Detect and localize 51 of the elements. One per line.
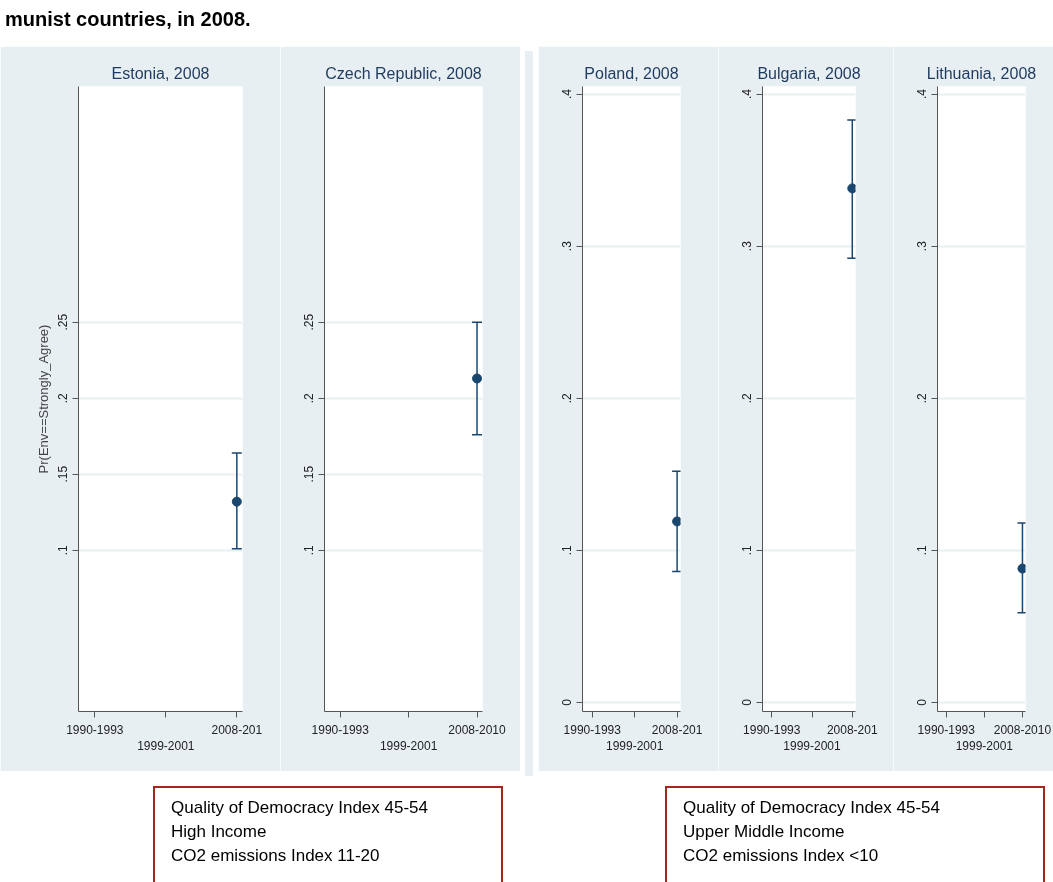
y-tick-label: .3 (740, 240, 754, 252)
text: CO2 emissions Index 11-20 (171, 846, 380, 865)
x-tick-label: 1990-1993 (563, 722, 622, 737)
x-tick-label: 1990-1993 (743, 722, 801, 737)
x-tick-label: 2008-201 (826, 722, 878, 737)
x-tick-label: 2008-2010 (448, 722, 507, 737)
x-tick-label: 1999-2001 (379, 739, 438, 754)
y-tick-label: .25 (302, 313, 316, 331)
y-tick-label: .2 (56, 392, 70, 404)
x-tick-label: 1999-2001 (955, 739, 1014, 754)
x-tick-label: 2008-2010 (993, 722, 1052, 737)
y-axis-title: Pr(Env==Strongly_Agree) (35, 324, 51, 474)
x-tick-label: 1990-1993 (311, 722, 370, 737)
text: High Income (171, 822, 267, 841)
y-tick-label: .15 (302, 465, 316, 483)
y-tick-label: .4 (740, 88, 754, 100)
chart-title: Czech Republic, 2008 (325, 64, 482, 82)
y-tick-label: .1 (302, 544, 316, 556)
y-tick-label: .3 (560, 240, 574, 252)
x-tick-label: 1990-1993 (66, 722, 124, 737)
y-tick-label: .1 (915, 544, 929, 556)
x-tick-label: 1999-2001 (605, 739, 664, 754)
chart-title: Bulgaria, 2008 (757, 64, 861, 82)
y-tick-label: .15 (56, 465, 70, 483)
y-tick-label: .2 (560, 392, 574, 404)
text: CO2 emissions Index <10 (683, 846, 879, 865)
text: Quality of Democracy Index 45-54 (683, 798, 941, 817)
y-tick-label: .2 (302, 392, 316, 404)
y-tick-label: .3 (915, 240, 929, 252)
text: Quality of Democracy Index 45-54 (171, 798, 429, 817)
text: munist countries, in 2008. (5, 7, 251, 32)
y-tick-label: .25 (56, 313, 70, 331)
text: Upper Middle Income (683, 822, 845, 841)
y-tick-label: .1 (56, 544, 70, 556)
chart-title: Estonia, 2008 (111, 64, 210, 82)
y-tick-label: 0 (560, 698, 574, 706)
x-tick-label: 1999-2001 (137, 739, 195, 754)
y-tick-label: .1 (560, 544, 574, 556)
y-tick-label: 0 (915, 698, 929, 706)
x-tick-label: 1999-2001 (783, 739, 842, 754)
y-tick-label: .2 (915, 392, 929, 404)
chart-title: Lithuania, 2008 (926, 64, 1037, 82)
y-tick-label: .4 (560, 88, 574, 100)
y-tick-label: .2 (740, 392, 754, 404)
y-tick-label: .4 (915, 88, 929, 100)
x-tick-label: 2008-201 (651, 722, 703, 737)
y-tick-label: 0 (740, 698, 754, 706)
x-tick-label: 1990-1993 (917, 722, 976, 737)
chart-title: Poland, 2008 (584, 64, 679, 82)
x-tick-label: 2008-201 (211, 722, 263, 737)
y-tick-label: .1 (740, 544, 754, 556)
